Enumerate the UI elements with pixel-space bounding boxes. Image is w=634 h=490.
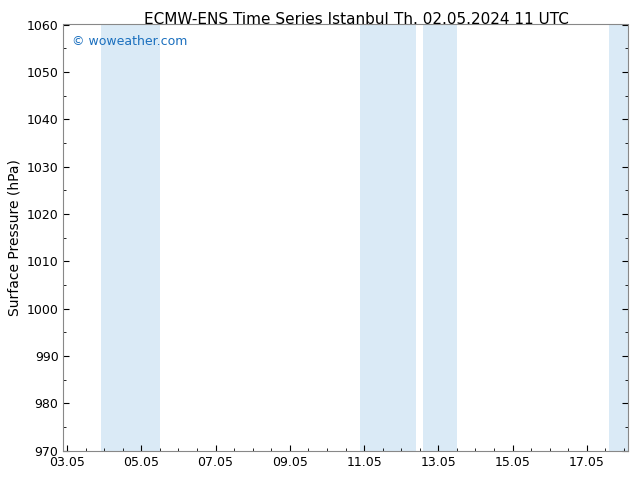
Bar bbox=[360, 24, 416, 451]
Text: © woweather.com: © woweather.com bbox=[72, 35, 187, 48]
Text: ECMW-ENS Time Series Istanbul: ECMW-ENS Time Series Istanbul bbox=[144, 12, 389, 27]
Bar bbox=[101, 24, 160, 451]
Bar bbox=[609, 24, 628, 451]
Bar bbox=[424, 24, 457, 451]
Text: Th. 02.05.2024 11 UTC: Th. 02.05.2024 11 UTC bbox=[394, 12, 569, 27]
Y-axis label: Surface Pressure (hPa): Surface Pressure (hPa) bbox=[7, 159, 21, 316]
